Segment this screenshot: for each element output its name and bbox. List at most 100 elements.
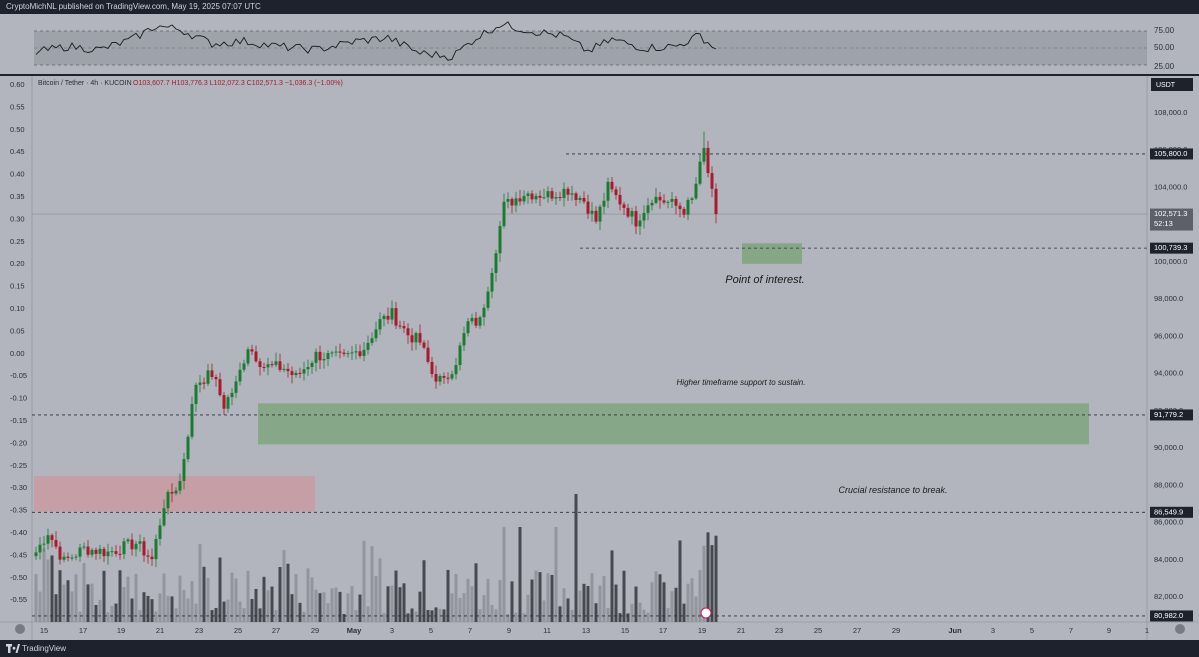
- left-axis-tick: 0.50: [10, 125, 25, 134]
- left-axis-tick: -0.45: [10, 550, 27, 559]
- candle-body: [218, 379, 222, 396]
- volume-bar: [286, 563, 290, 622]
- annotation-resistance: Crucial resistance to break.: [838, 485, 947, 495]
- candle-body: [350, 352, 354, 354]
- candle-body: [634, 211, 638, 227]
- candle-body: [478, 317, 482, 326]
- time-axis-tick: 11: [543, 626, 551, 635]
- volume-bar: [446, 569, 450, 622]
- volume-bar: [482, 595, 486, 622]
- candle-body: [366, 342, 370, 350]
- candle-body: [314, 351, 318, 363]
- volume-bar: [90, 583, 94, 622]
- candle-body: [582, 197, 586, 202]
- time-axis-tick: 27: [272, 626, 280, 635]
- volume-bar: [594, 603, 598, 622]
- rsi-tick-25: 25.00: [1154, 62, 1175, 71]
- candle-body: [522, 195, 526, 202]
- volume-bar: [58, 570, 62, 622]
- volume-bar: [118, 570, 122, 622]
- volume-bar: [110, 605, 114, 622]
- time-axis-tick: 23: [775, 626, 783, 635]
- volume-bar: [606, 607, 610, 622]
- candle-body: [610, 181, 614, 190]
- chart-svg[interactable]: 75.00 50.00 25.00 Bitcoin / Tether · 4h …: [0, 14, 1199, 640]
- candle-body: [274, 361, 278, 365]
- time-axis-left-handle[interactable]: [15, 624, 25, 634]
- candle-body: [682, 208, 686, 215]
- volume-bar: [222, 601, 226, 622]
- volume-bar: [306, 568, 310, 622]
- volume-bar: [258, 608, 262, 622]
- candle-body: [106, 551, 110, 557]
- volume-bar: [310, 577, 314, 622]
- time-axis-tick: 29: [311, 626, 319, 635]
- volume-bar: [330, 588, 334, 622]
- candle-body: [214, 377, 218, 380]
- chart-background: [0, 14, 1199, 640]
- time-axis-tick: 27: [853, 626, 861, 635]
- volume-bar: [274, 610, 278, 622]
- time-axis-tick: 17: [659, 626, 667, 635]
- candle-body: [86, 546, 90, 555]
- candle-body: [246, 349, 250, 364]
- candle-body: [310, 362, 314, 368]
- candle-body: [666, 201, 670, 203]
- candle-body: [570, 193, 574, 195]
- volume-bar: [238, 601, 242, 622]
- time-axis-right-handle[interactable]: [1175, 624, 1185, 634]
- candle-body: [186, 436, 190, 460]
- candle-body: [238, 369, 242, 382]
- volume-bar: [322, 592, 326, 622]
- candle-body: [126, 539, 130, 542]
- volume-bar: [458, 597, 462, 622]
- volume-bar: [318, 593, 322, 622]
- volume-bar: [190, 581, 194, 622]
- volume-bar: [518, 527, 522, 622]
- volume-bar: [134, 573, 138, 622]
- candle-body: [98, 548, 102, 554]
- candle-body: [166, 492, 170, 509]
- candle-body: [402, 326, 406, 329]
- candle-body: [670, 198, 674, 202]
- left-axis-tick: -0.55: [10, 595, 27, 604]
- volume-bar: [386, 586, 390, 622]
- candle-body: [286, 368, 290, 372]
- volume-bar: [270, 586, 274, 622]
- candle-body: [450, 374, 454, 379]
- candle-body: [618, 194, 622, 205]
- volume-bar: [42, 548, 46, 622]
- volume-bar: [174, 608, 178, 622]
- volume-bar: [142, 592, 146, 622]
- price-axis-tick: 100,000.0: [1154, 257, 1187, 266]
- candle-body: [342, 352, 346, 355]
- volume-bar: [618, 613, 622, 622]
- volume-bar: [334, 587, 338, 622]
- volume-bar: [546, 573, 550, 622]
- time-axis-tick: May: [347, 626, 362, 635]
- time-axis-tick: 19: [117, 626, 125, 635]
- price-label-box: [1150, 148, 1193, 160]
- alert-icon[interactable]: [700, 607, 712, 619]
- left-axis-tick: -0.40: [10, 528, 27, 537]
- volume-bar: [66, 580, 70, 622]
- time-axis-tick: 13: [582, 626, 590, 635]
- legend-ohlc: O103,607.7 H103,776.3 L102,072.3 C102,57…: [133, 80, 343, 87]
- countdown-text: 52:13: [1154, 219, 1173, 228]
- candle-body: [442, 375, 446, 378]
- rsi-band: [34, 31, 1147, 65]
- volume-bar: [254, 588, 258, 622]
- volume-bar: [562, 588, 566, 622]
- volume-bar: [654, 571, 658, 622]
- volume-bar: [146, 595, 150, 622]
- volume-bar: [98, 599, 102, 622]
- volume-bar: [582, 583, 586, 622]
- candle-body: [154, 538, 158, 560]
- time-axis-tick: 25: [814, 626, 822, 635]
- candle-body: [418, 333, 422, 343]
- candle-body: [318, 351, 322, 361]
- time-axis-tick: 9: [1107, 626, 1111, 635]
- left-axis-tick: 0.40: [10, 170, 25, 179]
- time-axis-tick: 7: [468, 626, 472, 635]
